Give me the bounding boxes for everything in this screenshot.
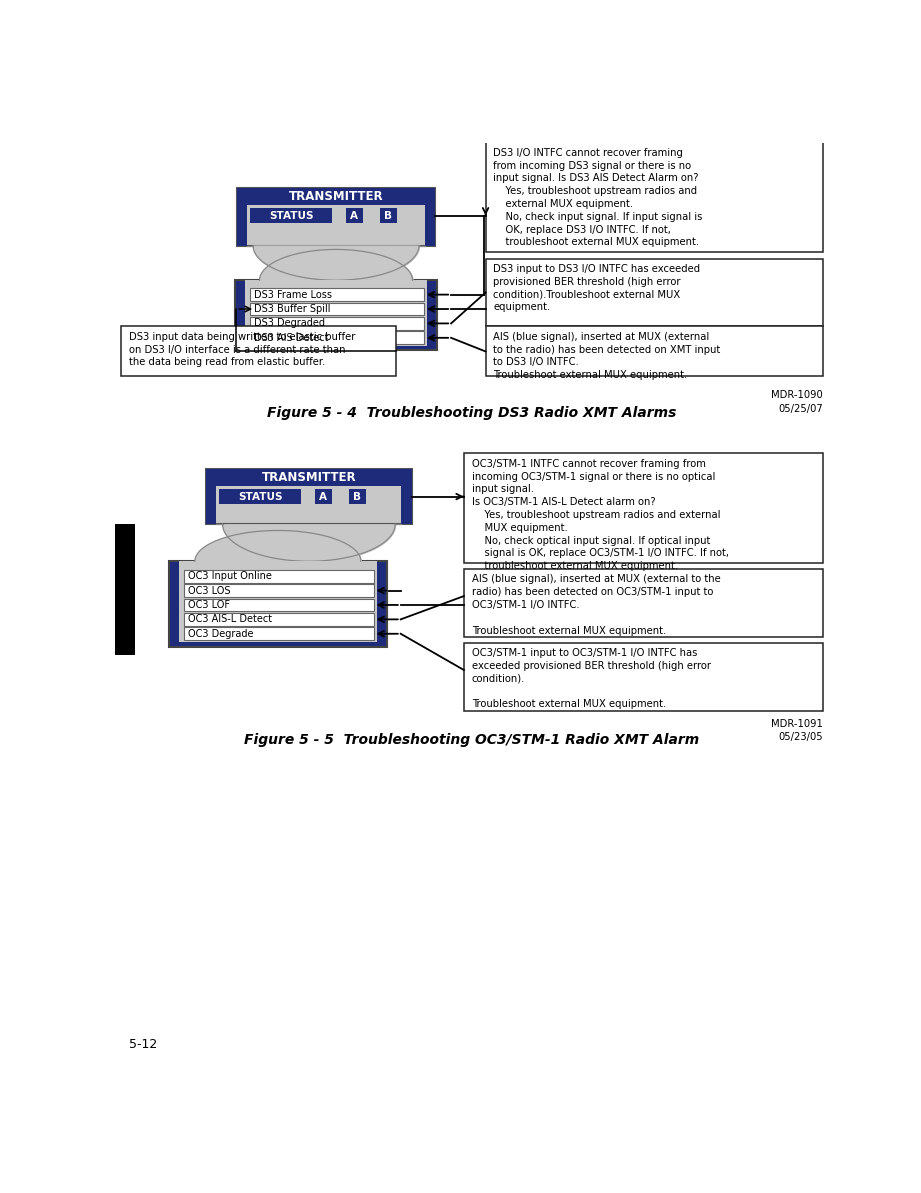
FancyBboxPatch shape xyxy=(250,332,424,344)
Text: DS3 Degraded: DS3 Degraded xyxy=(254,319,325,328)
FancyBboxPatch shape xyxy=(379,208,397,223)
FancyBboxPatch shape xyxy=(179,561,377,642)
Text: DS3 Frame Loss: DS3 Frame Loss xyxy=(254,290,332,299)
FancyBboxPatch shape xyxy=(115,524,134,655)
Text: DS3 Buffer Spill: DS3 Buffer Spill xyxy=(254,304,331,314)
FancyBboxPatch shape xyxy=(464,569,822,637)
Text: OC3 LOS: OC3 LOS xyxy=(189,586,231,595)
FancyBboxPatch shape xyxy=(245,280,427,346)
Text: TRANSMITTER: TRANSMITTER xyxy=(262,471,356,484)
Text: B: B xyxy=(384,210,392,221)
FancyBboxPatch shape xyxy=(216,469,402,486)
Text: OC3 Input Online: OC3 Input Online xyxy=(189,571,273,581)
FancyBboxPatch shape xyxy=(464,643,822,711)
FancyBboxPatch shape xyxy=(206,469,412,524)
FancyBboxPatch shape xyxy=(402,469,412,524)
Text: OC3 LOF: OC3 LOF xyxy=(189,600,230,610)
FancyBboxPatch shape xyxy=(183,613,374,625)
Text: DS3 input data being written to elastic buffer
on DS3 I/O interface is a differe: DS3 input data being written to elastic … xyxy=(129,332,356,367)
FancyBboxPatch shape xyxy=(238,187,435,246)
Text: A: A xyxy=(350,210,358,221)
FancyBboxPatch shape xyxy=(183,570,374,582)
FancyBboxPatch shape xyxy=(485,259,822,327)
Text: DS3 AIS Detect: DS3 AIS Detect xyxy=(254,333,329,342)
FancyBboxPatch shape xyxy=(183,585,374,596)
Text: STATUS: STATUS xyxy=(238,492,283,501)
Text: Figure 5 - 4  Troubleshooting DS3 Radio XMT Alarms: Figure 5 - 4 Troubleshooting DS3 Radio X… xyxy=(267,406,676,420)
FancyBboxPatch shape xyxy=(235,280,437,351)
FancyBboxPatch shape xyxy=(206,469,216,524)
FancyBboxPatch shape xyxy=(238,187,247,246)
FancyBboxPatch shape xyxy=(485,327,822,377)
Text: TRANSMITTER: TRANSMITTER xyxy=(288,190,383,203)
FancyBboxPatch shape xyxy=(349,489,366,505)
FancyBboxPatch shape xyxy=(485,142,822,252)
Text: DS3 input to DS3 I/O INTFC has exceeded
provisioned BER threshold (high error
co: DS3 input to DS3 I/O INTFC has exceeded … xyxy=(494,264,701,313)
FancyBboxPatch shape xyxy=(183,599,374,611)
Text: AIS (blue signal), inserted at MUX (external to the
radio) has been detected on : AIS (blue signal), inserted at MUX (exte… xyxy=(472,574,720,636)
Text: B: B xyxy=(354,492,361,501)
FancyBboxPatch shape xyxy=(250,317,424,329)
FancyBboxPatch shape xyxy=(183,628,374,641)
Text: Figure 5 - 5  Troubleshooting OC3/STM-1 Radio XMT Alarm: Figure 5 - 5 Troubleshooting OC3/STM-1 R… xyxy=(244,733,699,747)
Text: 5-12: 5-12 xyxy=(129,1038,157,1051)
Text: OC3 Degrade: OC3 Degrade xyxy=(189,629,254,638)
Text: MDR-1090
05/25/07: MDR-1090 05/25/07 xyxy=(771,390,822,414)
Text: AIS (blue signal), inserted at MUX (external
to the radio) has been detected on : AIS (blue signal), inserted at MUX (exte… xyxy=(494,332,720,381)
FancyBboxPatch shape xyxy=(250,303,424,315)
FancyBboxPatch shape xyxy=(345,208,363,223)
Text: OC3/STM-1 INTFC cannot recover framing from
incoming OC3/STM-1 signal or there i: OC3/STM-1 INTFC cannot recover framing f… xyxy=(472,459,729,571)
FancyBboxPatch shape xyxy=(169,561,387,647)
Text: A: A xyxy=(320,492,327,501)
FancyBboxPatch shape xyxy=(250,289,424,301)
FancyBboxPatch shape xyxy=(219,489,301,505)
Text: MDR-1091
05/23/05: MDR-1091 05/23/05 xyxy=(771,719,822,742)
Text: STATUS: STATUS xyxy=(269,210,313,221)
FancyBboxPatch shape xyxy=(425,187,435,246)
FancyBboxPatch shape xyxy=(251,208,332,223)
Text: OC3 AIS-L Detect: OC3 AIS-L Detect xyxy=(189,614,273,624)
FancyBboxPatch shape xyxy=(247,187,425,205)
Text: DS3 I/O INTFC cannot recover framing
from incoming DS3 signal or there is no
inp: DS3 I/O INTFC cannot recover framing fro… xyxy=(494,148,703,247)
FancyBboxPatch shape xyxy=(464,453,822,563)
FancyBboxPatch shape xyxy=(315,489,332,505)
FancyBboxPatch shape xyxy=(122,327,396,377)
Text: OC3/STM-1 input to OC3/STM-1 I/O INTFC has
exceeded provisioned BER threshold (h: OC3/STM-1 input to OC3/STM-1 I/O INTFC h… xyxy=(472,648,711,710)
